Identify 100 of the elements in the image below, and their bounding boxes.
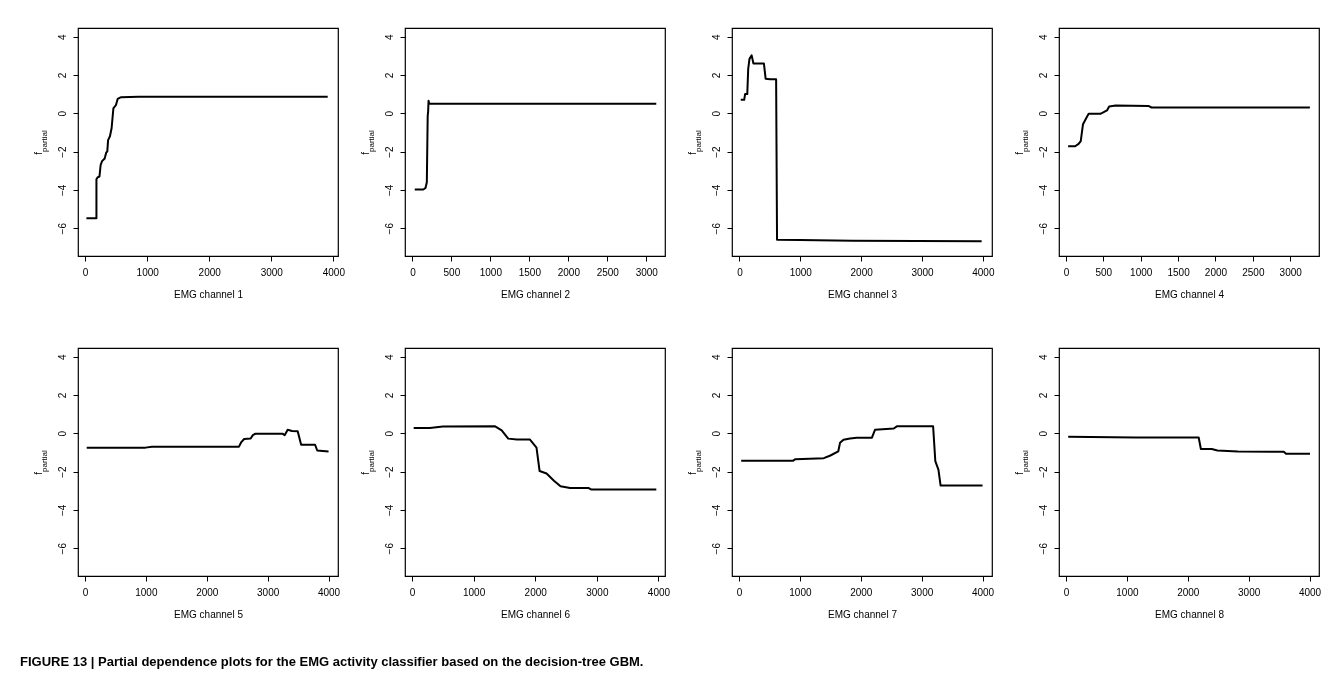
y-tick-label: 4 — [710, 353, 722, 360]
x-tick-label: 3000 — [635, 266, 659, 278]
x-tick-label: 4000 — [647, 586, 671, 598]
y-tick-label: −6 — [1037, 222, 1049, 235]
x-axis-title: EMG channel 5 — [174, 608, 244, 620]
y-tick-label: 2 — [1037, 72, 1049, 79]
x-tick-label: 0 — [409, 586, 416, 598]
x-tick-label: 1000 — [136, 266, 160, 278]
x-tick-label: 3000 — [586, 586, 609, 598]
x-tick-label: 500 — [1095, 266, 1113, 278]
y-tick-label: 0 — [56, 430, 68, 437]
line-series — [740, 425, 984, 487]
x-tick-label: 1000 — [1130, 266, 1153, 278]
x-tick-label: 2000 — [850, 266, 874, 278]
y-tick-label: 0 — [710, 430, 722, 437]
y-tick-label: 0 — [383, 430, 395, 437]
x-tick-label: 1000 — [479, 266, 503, 278]
y-tick-label: 0 — [1037, 430, 1049, 437]
x-tick-label: 1000 — [462, 586, 486, 598]
x-tick-label: 3000 — [260, 266, 284, 278]
y-tick-label: 0 — [710, 110, 722, 117]
x-tick-label: 2000 — [524, 586, 548, 598]
x-tick-label: 2000 — [1204, 266, 1228, 278]
x-tick-label: 2000 — [1177, 586, 1200, 598]
y-tick-label: 2 — [1037, 392, 1049, 399]
y-tick-label: −4 — [383, 504, 395, 517]
x-axis-title: EMG channel 2 — [501, 288, 571, 300]
y-tick-label: −2 — [1037, 145, 1049, 158]
x-tick-label: 0 — [737, 266, 744, 278]
x-tick-label: 1000 — [1116, 586, 1139, 598]
x-tick-label: 3000 — [911, 266, 935, 278]
x-tick-label: 2500 — [596, 266, 620, 278]
y-tick-label: 4 — [1037, 353, 1049, 360]
y-tick-label: 4 — [56, 33, 68, 40]
x-tick-label: 2000 — [196, 586, 219, 598]
y-tick-label: 2 — [56, 72, 68, 79]
x-tick-label: 3000 — [1279, 266, 1303, 278]
y-tick-label: −4 — [56, 184, 68, 197]
y-tick-label: 4 — [383, 353, 395, 360]
line-series — [739, 54, 983, 243]
x-tick-label: 2000 — [850, 586, 873, 598]
line-series — [412, 425, 658, 491]
x-tick-label: 1500 — [1167, 266, 1191, 278]
line-series — [1067, 435, 1311, 455]
y-tick-label: −2 — [383, 145, 395, 158]
y-tick-label: −4 — [56, 504, 68, 517]
y-tick-label: −2 — [56, 465, 68, 478]
y-tick-label: −6 — [383, 542, 395, 555]
x-tick-label: 3000 — [257, 586, 280, 598]
x-tick-label: 1000 — [789, 586, 812, 598]
caption: FIGURE 13 | Partial dependence plots for the EMG activity classifier based on the decision-tree GBM. — [19, 654, 645, 669]
y-tick-label: −6 — [710, 222, 722, 235]
y-tick-label: −2 — [710, 145, 722, 158]
x-tick-label: 3000 — [911, 586, 934, 598]
y-tick-label: −2 — [383, 465, 395, 478]
y-tick-label: 0 — [1037, 110, 1049, 117]
x-axis-title: EMG channel 1 — [174, 288, 244, 300]
y-tick-label: 2 — [56, 392, 68, 399]
line-series — [85, 95, 329, 220]
y-tick-label: −6 — [56, 222, 68, 235]
y-tick-label: −4 — [710, 184, 722, 197]
y-tick-label: 2 — [710, 72, 722, 79]
y-tick-label: −6 — [383, 222, 395, 235]
y-tick-label: 0 — [383, 110, 395, 117]
y-tick-label: 2 — [710, 392, 722, 399]
y-tick-label: 4 — [1037, 33, 1049, 40]
y-tick-label: 0 — [56, 110, 68, 117]
x-tick-label: 4000 — [971, 586, 995, 598]
y-tick-label: −4 — [1037, 504, 1049, 517]
x-tick-label: 1000 — [135, 586, 158, 598]
x-axis-title: EMG channel 8 — [1155, 608, 1225, 620]
y-tick-label: −2 — [710, 465, 722, 478]
x-axis-title: EMG channel 4 — [1155, 288, 1225, 300]
x-tick-label: 0 — [736, 586, 743, 598]
x-tick-label: 0 — [1063, 266, 1070, 278]
line-series — [1067, 104, 1311, 148]
x-tick-label: 3000 — [1238, 586, 1261, 598]
x-tick-label: 0 — [82, 266, 89, 278]
line-series — [413, 99, 658, 191]
x-tick-label: 4000 — [322, 266, 346, 278]
x-axis-title: EMG channel 7 — [828, 608, 898, 620]
y-tick-label: −4 — [383, 184, 395, 197]
x-tick-label: 4000 — [317, 586, 341, 598]
y-tick-label: −4 — [1037, 184, 1049, 197]
x-axis-title: EMG channel 3 — [828, 288, 898, 300]
x-tick-label: 2000 — [198, 266, 222, 278]
line-series — [85, 428, 330, 453]
y-tick-label: −6 — [56, 542, 68, 555]
y-tick-label: 2 — [383, 392, 395, 399]
y-tick-label: −2 — [1037, 465, 1049, 478]
x-tick-label: 500 — [443, 266, 461, 278]
x-tick-label: 1000 — [789, 266, 813, 278]
x-tick-label: 1500 — [518, 266, 542, 278]
y-tick-label: −6 — [1037, 542, 1049, 555]
y-tick-label: 4 — [710, 33, 722, 40]
y-tick-label: −4 — [710, 504, 722, 517]
y-tick-label: 4 — [56, 353, 68, 360]
x-tick-label: 2500 — [1242, 266, 1265, 278]
x-tick-label: 0 — [410, 266, 417, 278]
y-tick-label: 4 — [383, 33, 395, 40]
